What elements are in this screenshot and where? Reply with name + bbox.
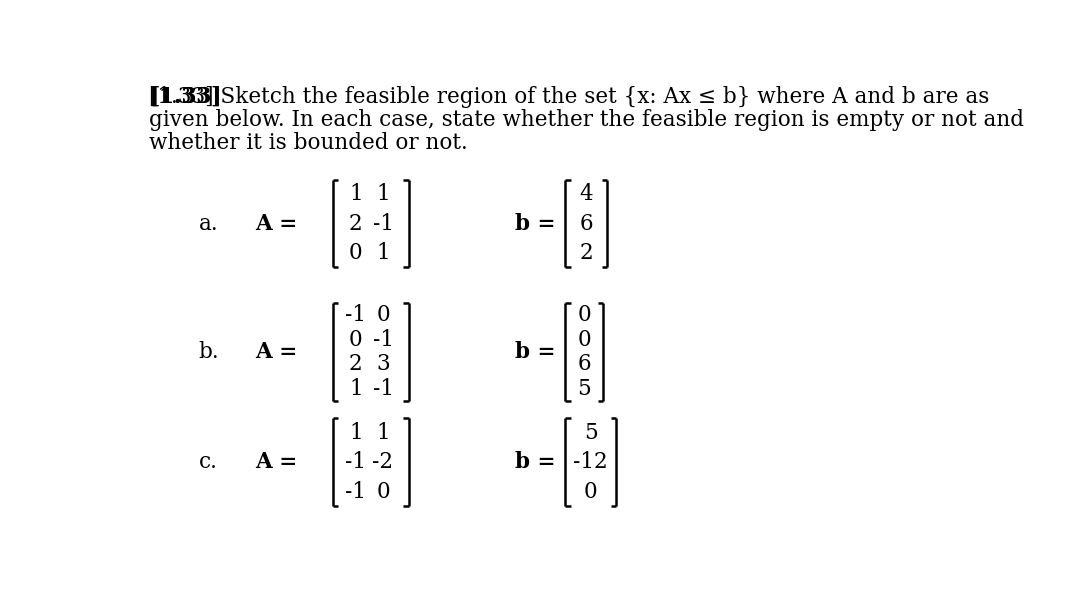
Text: -1: -1: [346, 451, 366, 473]
Text: [1.33]: [1.33]: [149, 86, 221, 108]
Text: 2: 2: [349, 213, 363, 235]
Text: c.: c.: [199, 451, 217, 473]
Text: A =: A =: [255, 341, 297, 363]
Text: 0: 0: [578, 304, 591, 326]
Text: 1: 1: [349, 378, 363, 400]
Text: -12: -12: [573, 451, 608, 473]
Text: A =: A =: [255, 451, 297, 473]
Text: [1.33]: [1.33]: [149, 86, 221, 108]
Text: b =: b =: [515, 451, 555, 473]
Text: 0: 0: [376, 480, 390, 503]
Text: 0: 0: [376, 304, 390, 326]
Text: 1: 1: [349, 422, 363, 444]
Text: -1: -1: [346, 304, 366, 326]
Text: 1: 1: [376, 183, 390, 205]
Text: given below. In each case, state whether the feasible region is empty or not and: given below. In each case, state whether…: [149, 109, 1024, 131]
Text: 1: 1: [376, 422, 390, 444]
Text: a.: a.: [199, 213, 218, 235]
Text: 0: 0: [584, 480, 597, 503]
Text: 0: 0: [578, 329, 591, 351]
Text: whether it is bounded or not.: whether it is bounded or not.: [149, 132, 468, 154]
Text: 5: 5: [584, 422, 597, 444]
Text: 1: 1: [349, 183, 363, 205]
Text: 6: 6: [578, 353, 591, 376]
Text: -1: -1: [346, 480, 366, 503]
Text: [1.33] Sketch the feasible region of the set {x: Ax ≤ b} where A and b are as: [1.33] Sketch the feasible region of the…: [149, 86, 989, 108]
Text: -2: -2: [373, 451, 393, 473]
Text: 0: 0: [349, 242, 363, 264]
Text: 2: 2: [349, 353, 363, 376]
Text: -1: -1: [373, 378, 393, 400]
Text: b =: b =: [515, 213, 555, 235]
Text: 3: 3: [376, 353, 390, 376]
Text: 5: 5: [577, 378, 591, 400]
Text: b.: b.: [199, 341, 219, 363]
Text: b =: b =: [515, 341, 555, 363]
Text: -1: -1: [373, 213, 393, 235]
Text: 1: 1: [376, 242, 390, 264]
Text: A =: A =: [255, 213, 297, 235]
Text: [1.33] Sketch the feasible region of the set {x: Ax ≤ b} where A and b are as: [1.33] Sketch the feasible region of the…: [149, 86, 989, 108]
Text: 2: 2: [579, 242, 593, 264]
Text: 6: 6: [579, 213, 593, 235]
Text: -1: -1: [373, 329, 393, 351]
Text: 4: 4: [579, 183, 593, 205]
Text: 0: 0: [349, 329, 363, 351]
